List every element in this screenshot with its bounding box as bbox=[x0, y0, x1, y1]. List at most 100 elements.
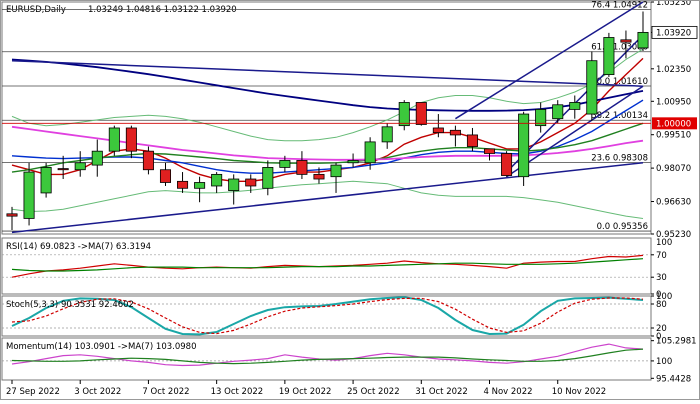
candle-body bbox=[6, 213, 18, 217]
candle-body bbox=[415, 102, 427, 125]
candle-body bbox=[449, 129, 461, 136]
momentum-header: Momentum(14) 103.0901 ->MA(7) 103.0980 bbox=[6, 342, 196, 352]
price-tick-label: 0.95230 bbox=[656, 230, 691, 240]
momentum-tick-label: 100 bbox=[656, 357, 672, 367]
candle-body bbox=[194, 182, 206, 189]
candle-body bbox=[620, 39, 632, 43]
candle-body bbox=[108, 127, 120, 152]
rsi-tick-label: 0 bbox=[656, 290, 661, 300]
candle-body bbox=[466, 134, 478, 147]
candle-body bbox=[279, 160, 291, 168]
rsi-tick-label: 30 bbox=[656, 273, 667, 283]
symbol-label: EURUSD,Daily bbox=[6, 5, 66, 15]
candle-body bbox=[159, 169, 172, 183]
candle-body bbox=[347, 160, 359, 164]
rsi-header: RSI(14) 69.0823 ->MA(7) 63.3194 bbox=[6, 242, 151, 252]
fib-label: 76.4 1.04912 bbox=[591, 0, 648, 10]
date-axis: 27 Sep 2022 3 Oct 2022 7 Oct 2022 13 Oct 20… bbox=[6, 380, 606, 397]
current-price-box bbox=[651, 25, 698, 39]
candle-body bbox=[228, 178, 240, 192]
candle-body bbox=[40, 167, 52, 194]
stoch-header: Stoch(5,3,3) 90.3531 92.4602 bbox=[6, 300, 134, 310]
fib-label: 23.6 0.98308 bbox=[591, 154, 648, 164]
price-tick-label: 1.00950 bbox=[656, 97, 691, 107]
candle-body bbox=[586, 60, 598, 115]
price-tick-label: 0.96630 bbox=[656, 198, 691, 208]
candle-body bbox=[501, 153, 513, 176]
momentum-panel: Momentum(14) 103.0901 ->MA(7) 103.0980 10… bbox=[1, 337, 697, 384]
candle-body bbox=[381, 126, 393, 143]
date-tick-label: 25 Oct 2022 bbox=[347, 387, 400, 397]
candle-body bbox=[211, 173, 223, 187]
candle-body bbox=[23, 171, 35, 219]
fib-label: 0.0 0.95356 bbox=[597, 222, 648, 232]
candle-body bbox=[177, 180, 189, 189]
momentum-tick-label: 95.4428 bbox=[656, 374, 691, 384]
trendline bbox=[11, 162, 644, 234]
date-tick-label: 19 Oct 2022 bbox=[279, 387, 332, 397]
candle-body bbox=[518, 113, 530, 178]
candle-body bbox=[569, 102, 581, 110]
trendline bbox=[506, 85, 644, 178]
candle-body bbox=[74, 162, 86, 171]
candle-body bbox=[330, 164, 342, 178]
candle-body bbox=[432, 127, 444, 134]
date-tick-label: 27 Sep 2022 bbox=[6, 387, 60, 397]
current-price-label: 1.03920 bbox=[656, 28, 691, 38]
date-tick-label: 13 Oct 2022 bbox=[211, 387, 264, 397]
stoch-series-line bbox=[11, 296, 644, 336]
stoch-tick-label: 80 bbox=[656, 300, 667, 310]
candle-body bbox=[91, 150, 103, 166]
candle-body bbox=[262, 167, 274, 189]
date-tick-label: 4 Nov 2022 bbox=[484, 387, 533, 397]
rsi-tick-label: 70 bbox=[656, 251, 667, 261]
candle-body bbox=[483, 148, 496, 154]
stoch-tick-label: 100 bbox=[656, 292, 672, 302]
stoch-plot-area bbox=[1, 295, 652, 337]
fib-label: 38.2 1.00134 bbox=[591, 111, 648, 121]
momentum-series-line bbox=[11, 348, 644, 365]
trendline bbox=[11, 59, 644, 87]
candle-body bbox=[296, 160, 308, 175]
date-tick-label: 31 Oct 2022 bbox=[415, 387, 468, 397]
moving-average-line bbox=[11, 122, 644, 173]
fib-label: 61.8 1.03086 bbox=[591, 43, 648, 53]
price-panel: EURUSD,Daily 1.03249 1.04816 1.03122 1.03… bbox=[1, 0, 698, 240]
trendline bbox=[455, 1, 644, 120]
price-tick-label: 1.02350 bbox=[656, 65, 691, 75]
level-marker-label: 1.00000 bbox=[656, 119, 691, 129]
candle-body bbox=[125, 127, 137, 152]
price-tick-label: 0.99510 bbox=[656, 131, 691, 141]
date-tick-label: 7 Oct 2022 bbox=[142, 387, 189, 397]
stoch-tick-label: 0 bbox=[656, 332, 661, 342]
date-tick-label: 3 Oct 2022 bbox=[74, 387, 121, 397]
candle-body bbox=[637, 31, 649, 49]
fib-label: 50.0 1.01610 bbox=[591, 77, 648, 87]
rsi-series-line bbox=[11, 258, 644, 272]
stoch-tick-label: 20 bbox=[656, 324, 667, 334]
momentum-tick-label: 105.2981 bbox=[656, 337, 697, 347]
candle-body bbox=[535, 109, 547, 127]
date-tick-label: 10 Nov 2022 bbox=[552, 387, 606, 397]
candle-body bbox=[142, 150, 154, 171]
candle-body bbox=[552, 104, 564, 120]
price-tick-label: 0.98070 bbox=[656, 164, 691, 174]
candle-body bbox=[364, 141, 376, 164]
candle-body bbox=[603, 37, 615, 76]
moving-average-line bbox=[11, 99, 644, 174]
bollinger-band-lower bbox=[11, 180, 644, 219]
bollinger-band-upper bbox=[11, 48, 644, 142]
candle-body bbox=[313, 173, 325, 180]
price-tick-label: 1.05230 bbox=[656, 0, 691, 8]
candle-body bbox=[57, 168, 69, 171]
level-marker-box bbox=[652, 117, 697, 130]
candle-body bbox=[245, 178, 257, 187]
stoch-series-line bbox=[11, 297, 644, 335]
candle-body bbox=[398, 102, 410, 127]
ohlc-header: 1.03249 1.04816 1.03122 1.03920 bbox=[88, 5, 237, 15]
rsi-top-label: 100 bbox=[656, 238, 672, 248]
